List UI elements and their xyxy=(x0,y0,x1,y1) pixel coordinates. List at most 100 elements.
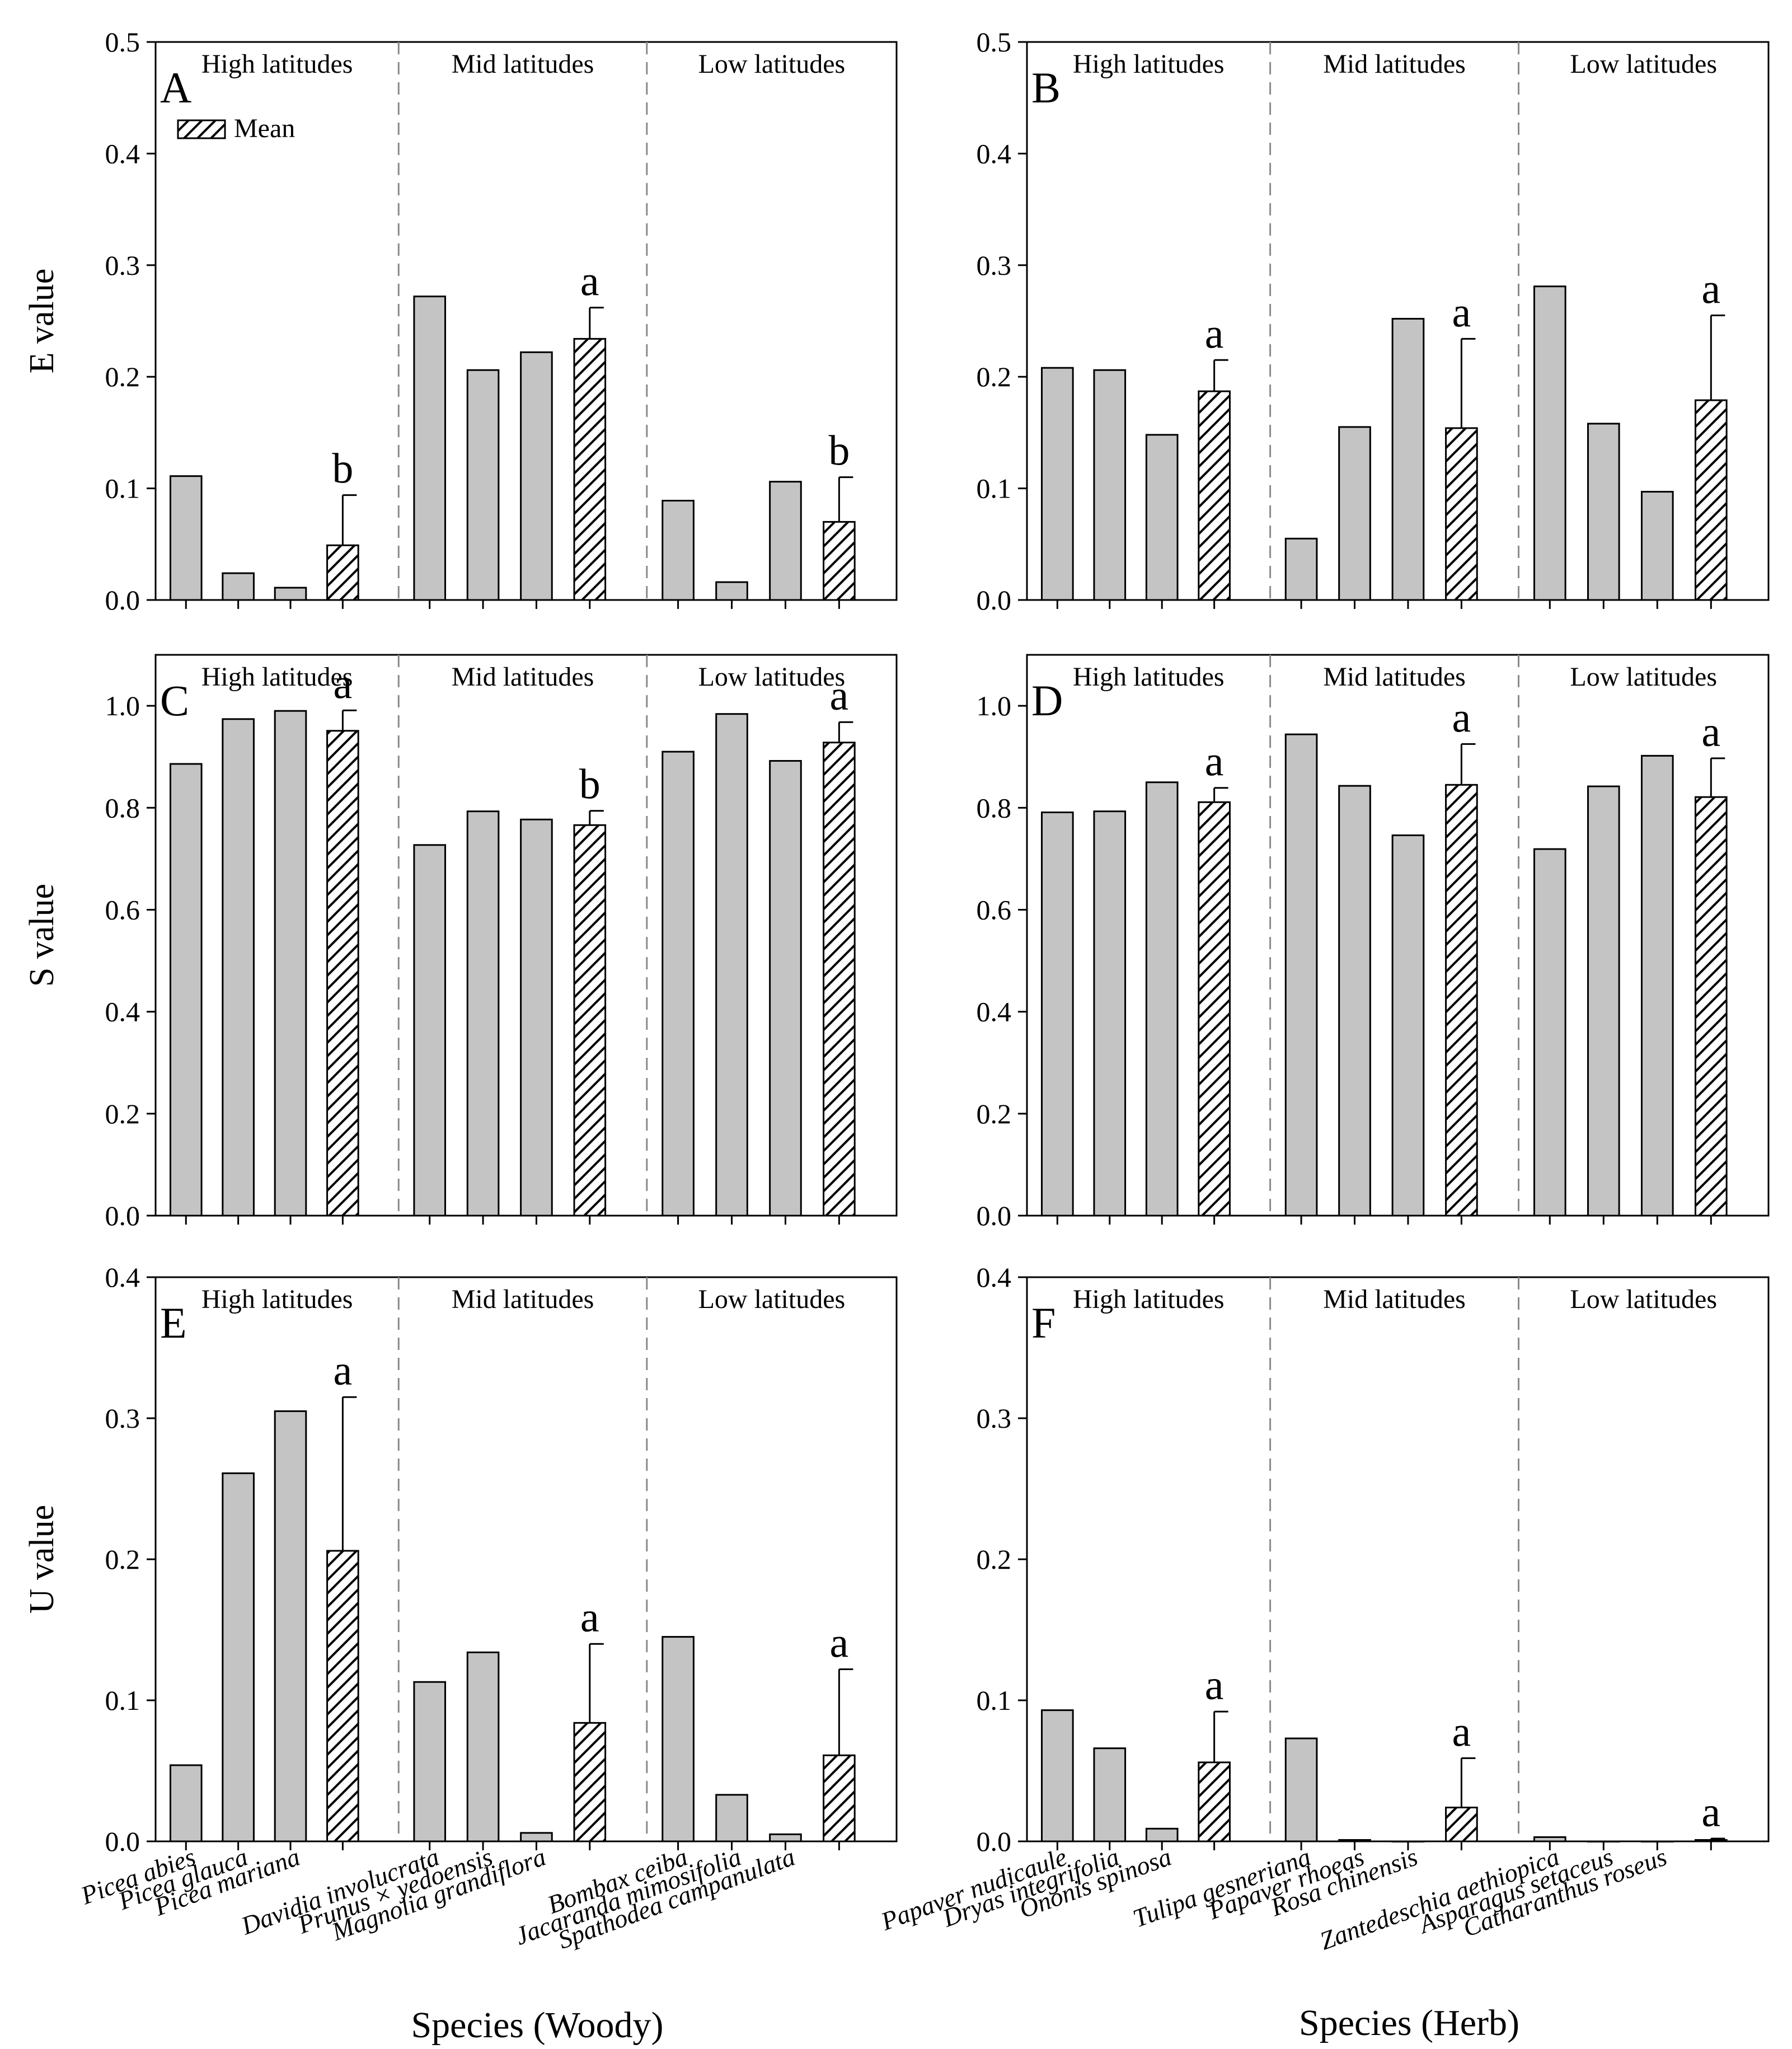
y-tick-label: 0.0 xyxy=(977,1200,1012,1231)
y-tick-label: 0.4 xyxy=(105,138,140,169)
legend-swatch xyxy=(177,119,226,139)
bar-mean xyxy=(573,337,607,601)
y-tick-label: 0.4 xyxy=(977,1262,1012,1293)
bar-species xyxy=(1391,318,1425,601)
bar-species xyxy=(1640,754,1674,1217)
group-label: Mid latitudes xyxy=(452,662,594,692)
panel-letter: B xyxy=(1031,63,1061,112)
significance-letter: b xyxy=(828,428,850,475)
significance-letter: b xyxy=(332,446,353,493)
bar-species xyxy=(413,296,447,601)
bar-mean xyxy=(823,1754,856,1842)
panel-letter: F xyxy=(1031,1298,1056,1347)
bar-species xyxy=(274,1410,307,1842)
bar-mean xyxy=(1694,1839,1728,1842)
y-tick-label: 0.6 xyxy=(105,894,140,925)
y-tick-label: 0.2 xyxy=(977,1544,1012,1575)
bar-species xyxy=(1041,367,1074,601)
bar-species xyxy=(715,713,748,1217)
panel-letter: C xyxy=(160,676,189,725)
bar-species xyxy=(274,710,307,1217)
bar-species xyxy=(1145,781,1179,1217)
y-tick-label: 0.0 xyxy=(105,584,140,616)
y-tick-label: 0.0 xyxy=(105,1826,140,1857)
bar-species xyxy=(169,763,203,1217)
y-tick-label: 0.2 xyxy=(105,361,140,392)
y-tick-label: 0.0 xyxy=(977,584,1012,616)
bar-species xyxy=(769,1833,802,1842)
panel-letter: E xyxy=(160,1298,187,1347)
y-tick-label: 0.6 xyxy=(977,894,1012,925)
bar-species xyxy=(1093,1747,1127,1842)
bar-mean xyxy=(573,1722,607,1842)
group-label: Mid latitudes xyxy=(1323,662,1466,692)
bar-mean xyxy=(1198,1761,1231,1842)
significance-letter: a xyxy=(334,660,353,707)
significance-letter: a xyxy=(580,258,599,305)
significance-letter: a xyxy=(1452,289,1471,336)
y-tick-label: 0.1 xyxy=(105,1685,140,1716)
y-tick-label: 0.4 xyxy=(977,996,1012,1028)
bar-species xyxy=(1587,423,1620,601)
bar-species xyxy=(1338,426,1371,601)
bar-species xyxy=(662,751,695,1217)
bar-species xyxy=(1338,1839,1371,1842)
significance-letter: a xyxy=(580,1594,599,1641)
y-tick-label: 0.2 xyxy=(105,1098,140,1129)
y-tick-label: 0.4 xyxy=(977,138,1012,169)
bar-mean xyxy=(326,1550,359,1842)
bar-species xyxy=(662,500,695,601)
bar-species xyxy=(169,475,203,601)
bar-species xyxy=(1284,537,1318,601)
group-label: High latitudes xyxy=(1073,1284,1225,1314)
bar-species xyxy=(274,587,307,601)
bar-species xyxy=(520,351,553,601)
panel-a: 0.0 0.1 0.2 0.3 0.4 0.5 E value A High latitudes… xyxy=(23,26,898,616)
bar-species xyxy=(169,1764,203,1842)
y-tick-label: 0.0 xyxy=(105,1200,140,1231)
bar-species xyxy=(1093,810,1127,1217)
bar-species xyxy=(1533,1836,1566,1842)
group-label: Mid latitudes xyxy=(452,1284,594,1314)
plot-layer: 0.0 0.1 0.2 0.3 0.4 0.5 E value A High latitudes… xyxy=(23,26,1770,1956)
bar-mean xyxy=(1445,427,1478,601)
y-tick-label: 0.2 xyxy=(977,361,1012,392)
bar-species xyxy=(222,572,255,601)
bar-species xyxy=(769,759,802,1217)
bar-species xyxy=(1093,369,1127,601)
bar-mean xyxy=(1694,399,1728,601)
y-tick-label: 0.1 xyxy=(977,1685,1012,1716)
panel-letter: A xyxy=(160,63,191,112)
bar-species xyxy=(1145,1827,1179,1842)
bar-mean xyxy=(326,730,359,1217)
bar-species xyxy=(662,1636,695,1842)
bar-species xyxy=(769,481,802,601)
bar-species xyxy=(466,1651,500,1842)
group-label: Low latitudes xyxy=(1570,1284,1717,1314)
y-tick-label: 0.4 xyxy=(105,1262,140,1293)
bar-mean xyxy=(1694,796,1728,1217)
significance-letter: a xyxy=(1205,1662,1224,1709)
group-label: High latitudes xyxy=(201,49,353,79)
y-axis-title: S value xyxy=(23,884,61,987)
group-label: Low latitudes xyxy=(698,49,846,79)
bar-species xyxy=(413,844,447,1217)
bar-mean xyxy=(573,824,607,1217)
group-label: High latitudes xyxy=(201,1284,353,1314)
plot-frame xyxy=(1026,1276,1770,1842)
bar-species xyxy=(1640,491,1674,601)
bar-species xyxy=(222,1472,255,1842)
bar-species xyxy=(715,581,748,601)
panel-e: 0.0 0.1 0.2 0.3 0.4 U value E High latitudes a Mi… xyxy=(23,1262,898,1857)
significance-letter: a xyxy=(1205,738,1224,785)
significance-letter: a xyxy=(1701,709,1720,756)
y-axis-title: U value xyxy=(23,1505,61,1614)
plot-frame xyxy=(154,1276,898,1842)
significance-letter: a xyxy=(1452,1708,1471,1755)
significance-letter: a xyxy=(1452,694,1471,741)
bar-species xyxy=(1284,1737,1318,1842)
bar-mean xyxy=(326,544,359,601)
y-tick-label: 0.3 xyxy=(105,1403,140,1434)
y-tick-label: 0.2 xyxy=(977,1098,1012,1129)
y-tick-label: 0.4 xyxy=(105,996,140,1028)
